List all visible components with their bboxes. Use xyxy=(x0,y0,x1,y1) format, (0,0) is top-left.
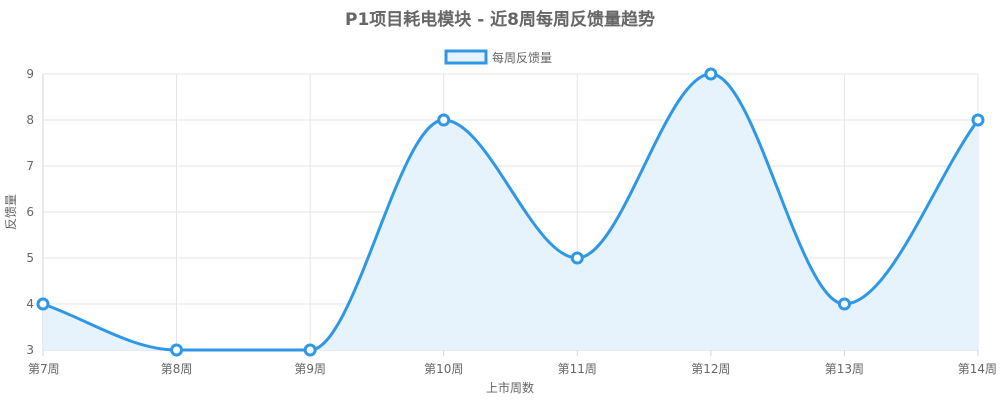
data-point[interactable] xyxy=(437,113,451,127)
x-tick-label: 第7周 xyxy=(28,362,60,376)
x-tick-label: 第11周 xyxy=(558,362,597,376)
data-point[interactable] xyxy=(303,343,317,357)
series-line xyxy=(41,72,980,352)
legend[interactable]: 每周反馈量 xyxy=(444,49,552,65)
data-point[interactable] xyxy=(170,343,184,357)
legend-label[interactable]: 每周反馈量 xyxy=(492,50,552,65)
y-tick-label: 7 xyxy=(26,159,34,173)
x-tick-label: 第13周 xyxy=(825,362,864,376)
data-point[interactable] xyxy=(570,251,584,265)
data-point[interactable] xyxy=(704,67,718,81)
x-tick-label: 第8周 xyxy=(161,362,193,376)
chart-title: P1项目耗电模块 - 近8周每周反馈量趋势 xyxy=(345,9,655,30)
y-tick-label: 4 xyxy=(26,297,34,311)
y-axis-title: 反馈量 xyxy=(4,194,18,230)
data-point[interactable] xyxy=(971,113,985,127)
data-point[interactable] xyxy=(837,297,851,311)
y-tick-label: 8 xyxy=(26,113,34,127)
x-tick-label: 第12周 xyxy=(691,362,730,376)
legend-swatch[interactable] xyxy=(444,49,488,65)
y-tick-label: 6 xyxy=(26,205,34,219)
data-point[interactable] xyxy=(36,297,50,311)
series-area xyxy=(43,74,978,350)
y-axis-ticks: 3 4 5 6 7 8 9 xyxy=(26,67,34,357)
x-tick-label: 第9周 xyxy=(294,362,326,376)
y-tick-label: 9 xyxy=(26,67,34,81)
y-tick-label: 5 xyxy=(26,251,34,265)
x-axis-title: 上市周数 xyxy=(486,380,534,395)
x-tick-label: 第10周 xyxy=(424,362,463,376)
x-tick-label: 第14周 xyxy=(958,362,997,376)
data-points xyxy=(36,67,985,357)
x-axis-ticks: 第7周 第8周 第9周 第10周 第11周 第12周 第13周 第14周 xyxy=(28,350,997,376)
y-tick-label: 3 xyxy=(26,343,34,357)
